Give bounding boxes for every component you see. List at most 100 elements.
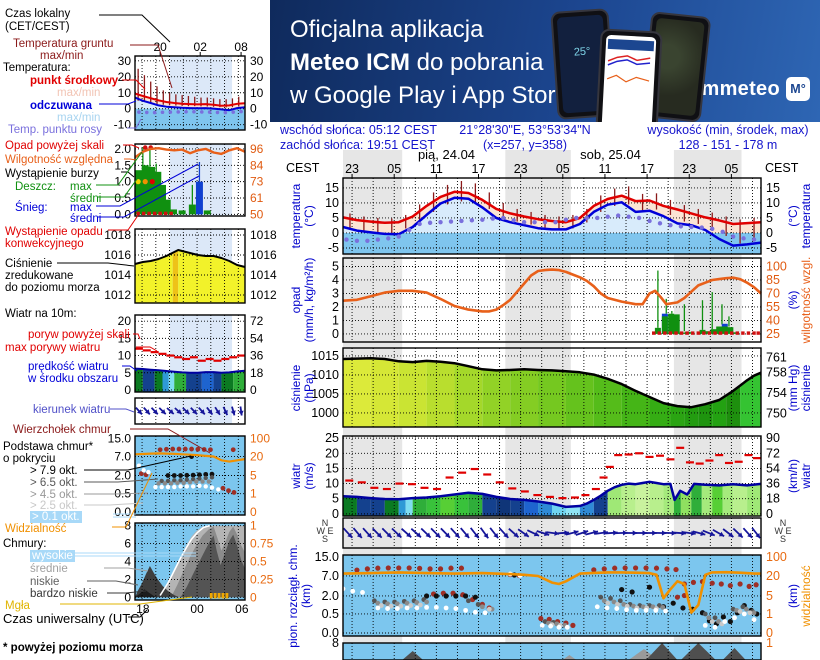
legend-ground-temp: Temperatura gruntu: [13, 38, 114, 50]
axis-title-pressure-left: ciśnienie (hPa): [289, 364, 316, 412]
legend-gust-offscale: poryw powyżej skali: [28, 329, 130, 341]
sunset-time: zachód słońca: 19:51 CEST: [280, 138, 435, 152]
svg-text:-10: -10: [250, 118, 268, 132]
svg-text:0: 0: [766, 626, 773, 640]
legend-cloud-top: Wierzchołek chmur: [13, 424, 111, 436]
svg-text:72: 72: [250, 314, 264, 328]
svg-text:06: 06: [235, 602, 249, 616]
svg-text:30: 30: [118, 54, 132, 68]
svg-text:1: 1: [250, 487, 257, 501]
svg-text:1: 1: [766, 636, 773, 650]
date-friday: pią, 24.04: [417, 147, 476, 162]
svg-text:17: 17: [640, 162, 654, 176]
svg-text:23: 23: [514, 162, 528, 176]
legend-dew-point: Temp. punktu rosy: [8, 124, 102, 136]
svg-text:25: 25: [325, 431, 339, 445]
svg-text:36: 36: [766, 477, 780, 491]
svg-text:2: 2: [124, 572, 131, 586]
legend-clouds: Chmury:: [3, 538, 47, 550]
svg-text:0.0: 0.0: [114, 505, 131, 519]
svg-text:758: 758: [766, 366, 787, 380]
svg-text:-5: -5: [328, 241, 339, 255]
legend-humidity: Wilgotność względna: [5, 154, 114, 166]
legend-clouds-high: wysokie: [30, 550, 75, 562]
compass-left: N W E S: [316, 518, 334, 544]
svg-text:20: 20: [766, 569, 780, 583]
legend-temperature: Temperatura:: [3, 62, 71, 74]
legend-okt-25: > 2.5 okt.: [30, 500, 78, 512]
svg-text:1014: 1014: [104, 268, 131, 282]
legend-clouds-verylow: bardzo niskie: [30, 588, 98, 600]
svg-text:54: 54: [766, 461, 780, 475]
svg-text:4: 4: [332, 273, 339, 287]
svg-text:761: 761: [766, 350, 787, 364]
svg-text:5: 5: [332, 492, 339, 506]
svg-text:100: 100: [766, 259, 787, 273]
svg-text:6: 6: [124, 537, 131, 551]
svg-text:750: 750: [766, 406, 787, 420]
svg-text:1: 1: [332, 313, 339, 327]
legend-pressure2: zredukowane: [5, 270, 74, 282]
svg-text:00: 00: [190, 602, 204, 616]
svg-text:8: 8: [124, 519, 131, 533]
banner-app-name: Meteo ICM: [290, 49, 410, 76]
legend-snow: Śnieg:: [15, 202, 48, 214]
svg-text:15: 15: [118, 331, 132, 345]
svg-text:11: 11: [598, 162, 611, 176]
svg-text:100: 100: [250, 431, 270, 445]
svg-text:17: 17: [472, 162, 486, 176]
axis-title-cloudext-left: pion. rozciągł. chm. (km): [286, 544, 313, 648]
axis-title-temperature-left: temperatura (°C): [289, 183, 316, 249]
legend-temp-maxmin: max/min: [57, 87, 101, 99]
svg-text:10: 10: [118, 349, 132, 363]
svg-text:1.0: 1.0: [114, 175, 131, 189]
icmmeteo-logo[interactable]: icmmeteo M°: [656, 76, 810, 102]
phone-mockup-meteogram: [595, 28, 663, 122]
legend-wind-speed2: w środku obszaru: [28, 373, 119, 385]
legend-wind-direction: kierunek wiatru: [33, 404, 111, 416]
svg-text:05: 05: [724, 162, 738, 176]
altitude-label: wysokość (min, środek, max): [647, 123, 809, 137]
svg-text:0.0: 0.0: [114, 207, 131, 221]
svg-text:54: 54: [250, 331, 264, 345]
svg-text:5: 5: [766, 589, 773, 603]
svg-text:73: 73: [250, 175, 264, 189]
svg-text:20: 20: [325, 446, 339, 460]
svg-text:10: 10: [250, 86, 264, 100]
logo-text: icmmeteo: [684, 77, 780, 100]
svg-text:18: 18: [250, 366, 264, 380]
legend-clouds-low: niskie: [30, 576, 60, 588]
svg-text:0: 0: [250, 102, 257, 116]
svg-text:84: 84: [250, 158, 264, 172]
svg-text:2.0: 2.0: [114, 142, 131, 156]
svg-text:2: 2: [332, 300, 339, 314]
svg-text:1.5: 1.5: [114, 158, 131, 172]
svg-text:08: 08: [234, 40, 248, 54]
svg-text:0.5: 0.5: [322, 607, 339, 621]
banner-line2: Meteo ICM do pobrania: [290, 49, 543, 77]
svg-text:23: 23: [345, 162, 359, 176]
legend-wind10m: Wiatr na 10m:: [5, 308, 77, 320]
footnote-above-sea-level: * powyżej poziomu morza: [3, 642, 143, 654]
legend-pressure1: Ciśnienie: [5, 258, 53, 270]
svg-text:0.75: 0.75: [250, 537, 274, 551]
svg-text:18: 18: [766, 492, 780, 506]
phone-screen-meteogram: [601, 34, 657, 122]
legend-okt-79: > 7.9 okt.: [30, 465, 78, 477]
svg-text:10: 10: [325, 477, 339, 491]
svg-text:15.0: 15.0: [315, 550, 339, 564]
legend-visibility: Widzialność: [5, 523, 67, 535]
svg-text:0: 0: [766, 507, 773, 521]
svg-text:7.0: 7.0: [114, 450, 131, 464]
svg-text:8: 8: [332, 636, 339, 650]
svg-text:20: 20: [153, 40, 167, 54]
location-coordinates: 21°28'30"E, 53°53'34"N: [459, 123, 591, 137]
legend-rain: Deszcz:: [15, 181, 56, 193]
svg-text:05: 05: [556, 162, 570, 176]
axis-title-wind-right: (km/h) wiatr: [786, 459, 813, 493]
legend-feels-maxmin: max/min: [57, 112, 101, 124]
app-banner[interactable]: Oficjalna aplikacja Meteo ICM do pobrani…: [270, 0, 820, 122]
svg-text:1012: 1012: [250, 288, 277, 302]
svg-text:1000: 1000: [311, 406, 339, 420]
legend-okt-01: > 0.1 okt.: [30, 511, 82, 523]
